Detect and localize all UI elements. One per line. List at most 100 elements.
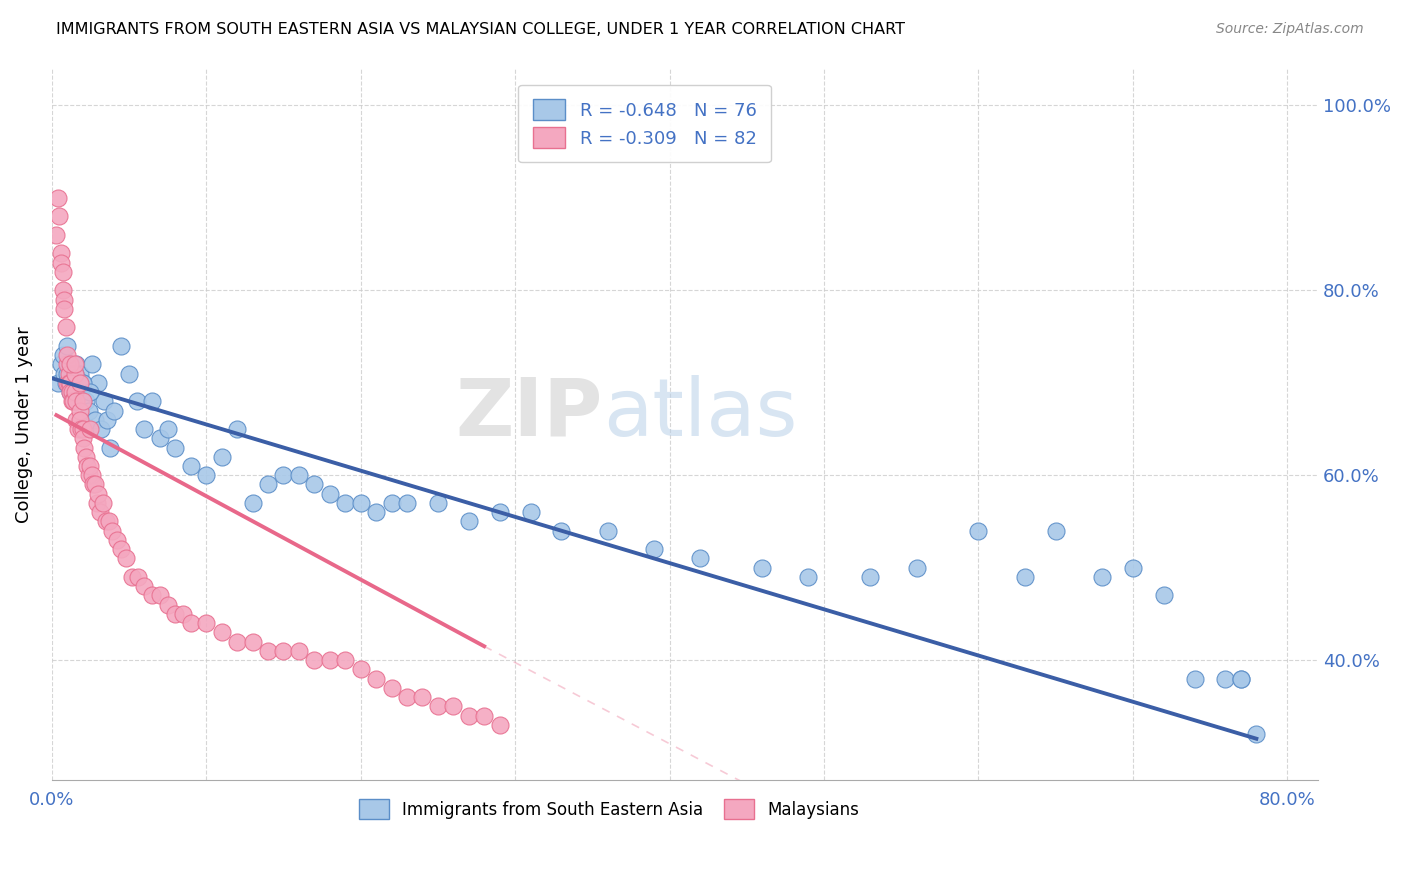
Point: [319, 653, 342, 667]
Point: [46, 191, 69, 205]
Point: [69, 367, 91, 381]
Point: [77, 403, 100, 417]
Point: [156, 598, 179, 612]
Point: [550, 524, 572, 538]
Point: [87, 376, 110, 390]
Point: [110, 542, 132, 557]
Point: [1184, 672, 1206, 686]
Point: [395, 690, 418, 705]
Point: [87, 487, 110, 501]
Point: [55, 320, 77, 334]
Point: [93, 394, 115, 409]
Point: [91, 496, 114, 510]
Point: [149, 589, 172, 603]
Point: [335, 653, 357, 667]
Point: [426, 496, 449, 510]
Point: [82, 477, 104, 491]
Text: Source: ZipAtlas.com: Source: ZipAtlas.com: [1216, 22, 1364, 37]
Point: [349, 496, 371, 510]
Point: [519, 505, 541, 519]
Point: [335, 496, 357, 510]
Point: [72, 376, 94, 390]
Point: [84, 413, 107, 427]
Point: [58, 376, 80, 390]
Point: [149, 431, 172, 445]
Legend: Immigrants from South Eastern Asia, Malaysians: Immigrants from South Eastern Asia, Mala…: [353, 793, 866, 825]
Point: [110, 339, 132, 353]
Point: [96, 413, 118, 427]
Point: [242, 496, 264, 510]
Point: [257, 644, 280, 658]
Point: [195, 468, 218, 483]
Point: [76, 458, 98, 473]
Point: [1122, 560, 1144, 574]
Point: [49, 255, 72, 269]
Point: [62, 376, 84, 390]
Point: [69, 403, 91, 417]
Point: [94, 515, 117, 529]
Point: [859, 570, 882, 584]
Point: [60, 394, 83, 409]
Point: [53, 367, 76, 381]
Point: [242, 634, 264, 648]
Point: [380, 496, 402, 510]
Point: [115, 551, 138, 566]
Point: [73, 441, 96, 455]
Point: [49, 357, 72, 371]
Point: [59, 385, 82, 400]
Text: atlas: atlas: [603, 375, 797, 453]
Point: [165, 441, 187, 455]
Point: [51, 348, 73, 362]
Point: [118, 367, 141, 381]
Point: [426, 699, 449, 714]
Point: [457, 708, 479, 723]
Point: [58, 367, 80, 381]
Point: [55, 376, 77, 390]
Point: [967, 524, 990, 538]
Point: [90, 422, 112, 436]
Point: [1153, 589, 1175, 603]
Point: [472, 708, 495, 723]
Point: [105, 533, 128, 547]
Point: [1230, 672, 1253, 686]
Point: [257, 477, 280, 491]
Y-axis label: College, Under 1 year: College, Under 1 year: [15, 326, 32, 523]
Point: [1045, 524, 1067, 538]
Point: [84, 477, 107, 491]
Point: [273, 468, 295, 483]
Point: [797, 570, 820, 584]
Point: [63, 394, 86, 409]
Point: [211, 450, 233, 464]
Point: [48, 210, 70, 224]
Point: [689, 551, 711, 566]
Point: [226, 634, 249, 648]
Point: [79, 385, 101, 400]
Point: [65, 394, 87, 409]
Point: [319, 487, 342, 501]
Point: [101, 524, 124, 538]
Point: [60, 385, 83, 400]
Point: [395, 496, 418, 510]
Point: [51, 265, 73, 279]
Point: [304, 477, 326, 491]
Point: [66, 422, 89, 436]
Point: [103, 403, 125, 417]
Point: [79, 422, 101, 436]
Point: [72, 431, 94, 445]
Point: [59, 357, 82, 371]
Point: [905, 560, 928, 574]
Point: [58, 357, 80, 371]
Point: [121, 570, 143, 584]
Text: IMMIGRANTS FROM SOUTH EASTERN ASIA VS MALAYSIAN COLLEGE, UNDER 1 YEAR CORRELATIO: IMMIGRANTS FROM SOUTH EASTERN ASIA VS MA…: [56, 22, 905, 37]
Point: [56, 348, 79, 362]
Point: [46, 376, 69, 390]
Point: [66, 376, 89, 390]
Point: [180, 458, 202, 473]
Point: [53, 293, 76, 307]
Point: [97, 515, 120, 529]
Point: [75, 394, 97, 409]
Point: [751, 560, 773, 574]
Point: [72, 422, 94, 436]
Point: [125, 394, 148, 409]
Point: [56, 367, 79, 381]
